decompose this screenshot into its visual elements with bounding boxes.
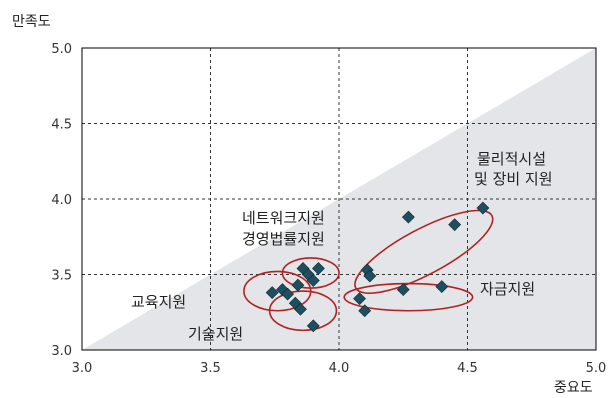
data-point-marker (401, 210, 415, 224)
y-tick-label: 4.0 (51, 193, 72, 208)
group-ellipse (343, 282, 474, 312)
x-tick-label: 4.0 (329, 361, 350, 376)
data-point-marker (358, 304, 372, 318)
x-tick-label: 5.0 (586, 361, 607, 376)
data-point-marker (363, 269, 377, 283)
label-network-2: 경영법률지원 (242, 230, 325, 248)
x-axis-title: 중요도 (554, 380, 593, 396)
data-point-marker (294, 302, 307, 316)
data-point-marker (265, 286, 279, 300)
tick-labels: 3.0 3.5 4.0 4.5 5.0 3.0 3.5 4.0 4.5 5.0 (51, 42, 606, 376)
data-point-marker (353, 292, 366, 306)
x-tick-label: 4.5 (457, 361, 478, 376)
data-point-marker (435, 280, 449, 294)
plot-frame (81, 47, 597, 351)
data-points (265, 201, 490, 333)
data-point-marker (476, 201, 490, 215)
label-network: 네트워크지원 (242, 209, 325, 227)
label-funding: 자금지원 (480, 280, 535, 298)
data-point-marker (281, 287, 295, 301)
group-ellipse (281, 257, 340, 289)
y-tick-label: 4.5 (51, 118, 72, 133)
x-tick-label: 3.5 (200, 361, 221, 376)
group-ellipses (243, 209, 494, 332)
x-tick-label: 3.0 (72, 361, 93, 376)
data-point-marker (306, 319, 320, 333)
data-point-marker (312, 262, 325, 275)
y-tick-label: 5.0 (51, 42, 72, 57)
y-tick-label: 3.0 (51, 344, 72, 359)
y-tick-label: 3.5 (51, 269, 72, 284)
label-facilities-2: 및 장비 지원 (474, 170, 553, 188)
grid-lines (82, 48, 596, 350)
data-point-marker (291, 278, 305, 292)
label-education: 교육지원 (131, 293, 186, 311)
data-point-marker (448, 218, 462, 232)
data-point-marker (396, 283, 410, 297)
y-axis-title: 만족도 (12, 14, 51, 30)
group-ellipse (354, 209, 494, 295)
label-facilities: 물리적시설 (477, 150, 546, 168)
data-point-marker (306, 274, 320, 287)
group-ellipse (268, 290, 338, 332)
label-technology: 기술지원 (188, 325, 243, 343)
